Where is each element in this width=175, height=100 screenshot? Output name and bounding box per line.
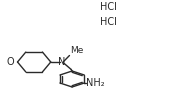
- Text: O: O: [7, 57, 14, 67]
- Text: HCl: HCl: [100, 17, 117, 27]
- Text: NH₂: NH₂: [86, 78, 105, 88]
- Text: Me: Me: [70, 46, 84, 55]
- Text: HCl: HCl: [100, 2, 117, 12]
- Text: N: N: [58, 57, 66, 67]
